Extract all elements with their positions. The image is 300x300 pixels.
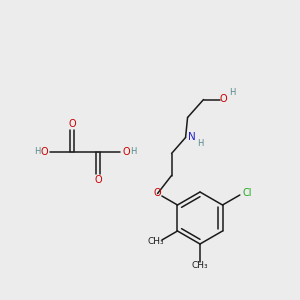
Text: O: O	[220, 94, 227, 104]
Text: CH₃: CH₃	[192, 260, 208, 269]
Text: O: O	[40, 147, 48, 157]
Text: H: H	[197, 139, 204, 148]
Text: CH₃: CH₃	[148, 237, 164, 246]
Text: O: O	[68, 119, 76, 129]
Text: O: O	[94, 175, 102, 185]
Text: O: O	[154, 188, 161, 199]
Text: H: H	[130, 148, 136, 157]
Text: N: N	[188, 133, 195, 142]
Text: H: H	[34, 148, 40, 157]
Text: H: H	[230, 88, 236, 97]
Text: Cl: Cl	[242, 188, 251, 197]
Text: O: O	[122, 147, 130, 157]
